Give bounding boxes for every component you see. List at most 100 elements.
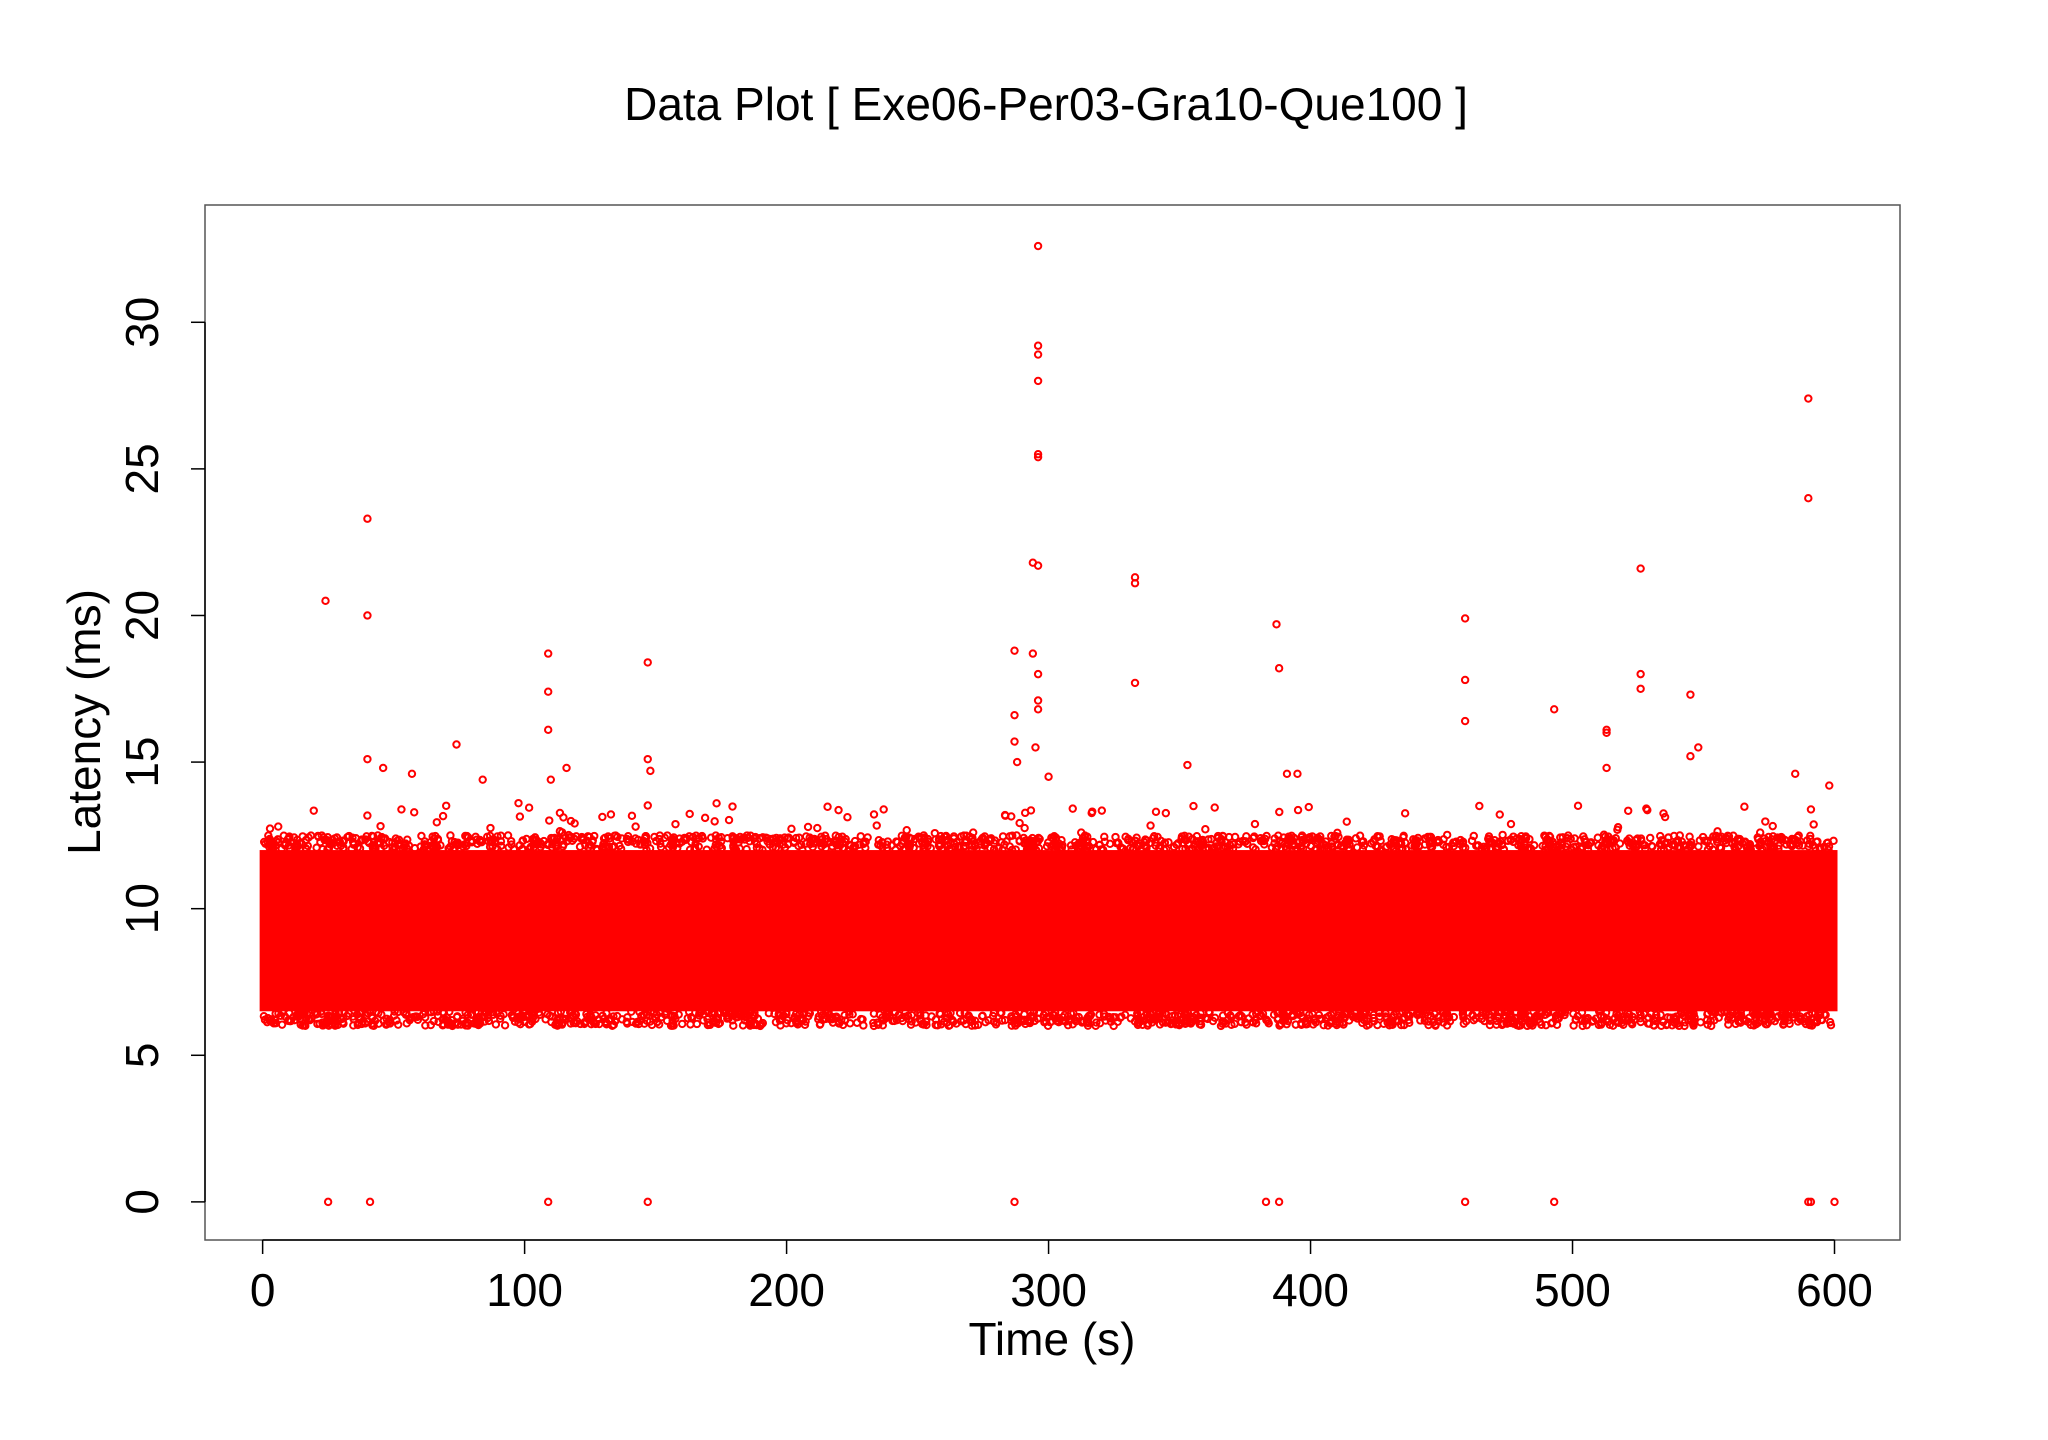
outlier-point <box>1044 772 1053 781</box>
outlier-point <box>1130 579 1140 588</box>
data-point <box>1434 1012 1443 1022</box>
data-point <box>1807 1014 1816 1023</box>
data-point <box>1459 1011 1468 1020</box>
data-point <box>636 1016 645 1025</box>
data-point <box>588 837 597 847</box>
data-point <box>643 801 652 810</box>
data-point <box>1195 843 1204 852</box>
outlier-point <box>1636 684 1645 693</box>
data-point <box>710 817 719 826</box>
data-point <box>1613 825 1622 834</box>
data-point <box>1724 1020 1733 1029</box>
data-point <box>1475 801 1484 811</box>
data-point <box>1449 838 1459 848</box>
data-point <box>728 802 737 811</box>
data-point <box>390 1007 399 1016</box>
data-point <box>843 813 852 822</box>
data-point <box>1210 1013 1220 1023</box>
data-point <box>655 831 665 840</box>
y-tick-label: 0 <box>116 1189 168 1215</box>
data-point <box>998 845 1007 855</box>
data-point <box>474 1015 484 1024</box>
data-point <box>320 1020 330 1029</box>
data-point <box>787 824 796 834</box>
data-point <box>312 843 321 852</box>
data-point <box>1656 1010 1665 1020</box>
data-point <box>891 845 900 855</box>
data-point <box>1767 841 1776 850</box>
data-point <box>1374 1007 1384 1017</box>
outlier-point <box>1282 769 1292 779</box>
data-point <box>363 1009 373 1018</box>
data-point <box>1063 1020 1073 1030</box>
outlier-point <box>1033 705 1043 714</box>
data-point <box>900 833 910 842</box>
data-point <box>750 837 760 846</box>
data-point <box>680 833 689 843</box>
data-point <box>1792 1007 1801 1016</box>
data-point <box>712 799 721 808</box>
data-point <box>922 1020 931 1030</box>
data-point <box>550 833 559 843</box>
data-point <box>1695 836 1705 845</box>
data-point <box>1815 844 1825 854</box>
data-point <box>897 1013 906 1023</box>
outlier-point <box>1274 1197 1284 1207</box>
data-point <box>1492 1020 1501 1029</box>
data-point <box>1420 1016 1429 1025</box>
data-point <box>1230 1019 1239 1029</box>
outlier-point <box>1012 757 1022 767</box>
data-point <box>992 1018 1001 1027</box>
data-point <box>1708 845 1718 854</box>
data-point <box>475 837 485 846</box>
data-point <box>869 810 879 819</box>
data-point <box>989 1008 999 1018</box>
data-point <box>1494 1007 1504 1017</box>
data-point <box>647 1020 657 1030</box>
data-point <box>805 839 815 849</box>
data-point <box>1624 838 1633 847</box>
data-point <box>561 1014 570 1024</box>
data-point <box>1598 841 1607 851</box>
data-point <box>1714 832 1723 842</box>
data-point <box>714 1019 723 1029</box>
data-point <box>1485 1013 1495 1022</box>
data-point <box>302 845 311 854</box>
data-point <box>1184 839 1193 848</box>
data-point <box>1381 843 1390 852</box>
data-point <box>1482 844 1491 853</box>
data-point <box>1685 832 1694 841</box>
data-point <box>441 801 451 810</box>
data-point <box>742 845 751 854</box>
data-point <box>1288 1010 1297 1019</box>
data-point <box>1213 831 1223 841</box>
data-point <box>598 812 607 822</box>
data-point <box>994 844 1003 853</box>
data-point <box>1267 843 1277 852</box>
data-point <box>1806 831 1815 841</box>
data-point <box>1050 845 1060 854</box>
data-point <box>1204 1007 1214 1017</box>
data-point <box>747 1007 756 1016</box>
data-point <box>966 1017 976 1027</box>
data-point <box>1577 844 1586 854</box>
data-point <box>324 1012 334 1021</box>
data-point <box>1218 1019 1227 1029</box>
data-point <box>775 839 784 848</box>
data-point <box>920 833 929 842</box>
data-point <box>763 837 772 846</box>
data-point <box>1762 1009 1771 1018</box>
data-point <box>1025 836 1035 845</box>
data-point <box>1703 1010 1712 1019</box>
data-point <box>740 1016 750 1025</box>
data-point <box>1077 1016 1086 1026</box>
data-point <box>919 841 928 850</box>
data-point <box>1812 837 1821 847</box>
data-point <box>1315 1014 1324 1024</box>
data-point <box>426 1020 436 1030</box>
y-tick-label: 15 <box>116 736 168 787</box>
data-point <box>1120 1010 1130 1019</box>
data-point <box>420 1007 430 1016</box>
data-point <box>1250 819 1260 829</box>
